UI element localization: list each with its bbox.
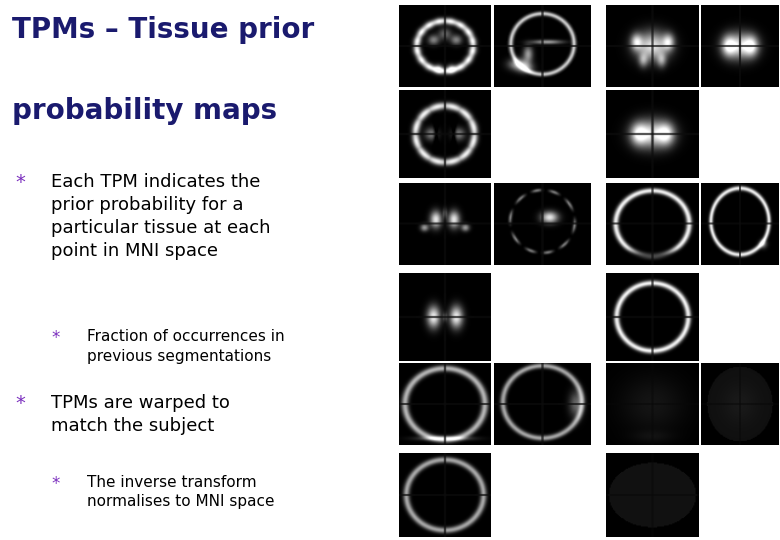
Text: *: * (51, 475, 59, 493)
Text: *: * (51, 329, 59, 347)
Text: TPMs are warped to
match the subject: TPMs are warped to match the subject (51, 394, 230, 435)
Text: *: * (16, 394, 26, 413)
Text: TPMs – Tissue prior: TPMs – Tissue prior (12, 16, 314, 44)
Text: Each TPM indicates the
prior probability for a
particular tissue at each
point i: Each TPM indicates the prior probability… (51, 173, 271, 260)
Text: probability maps: probability maps (12, 97, 277, 125)
Text: *: * (16, 173, 26, 192)
Text: The inverse transform
normalises to MNI space: The inverse transform normalises to MNI … (87, 475, 274, 509)
Text: Fraction of occurrences in
previous segmentations: Fraction of occurrences in previous segm… (87, 329, 284, 363)
